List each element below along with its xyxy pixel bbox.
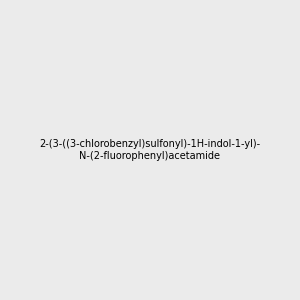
Text: 2-(3-((3-chlorobenzyl)sulfonyl)-1H-indol-1-yl)-
N-(2-fluorophenyl)acetamide: 2-(3-((3-chlorobenzyl)sulfonyl)-1H-indol… <box>39 139 261 161</box>
